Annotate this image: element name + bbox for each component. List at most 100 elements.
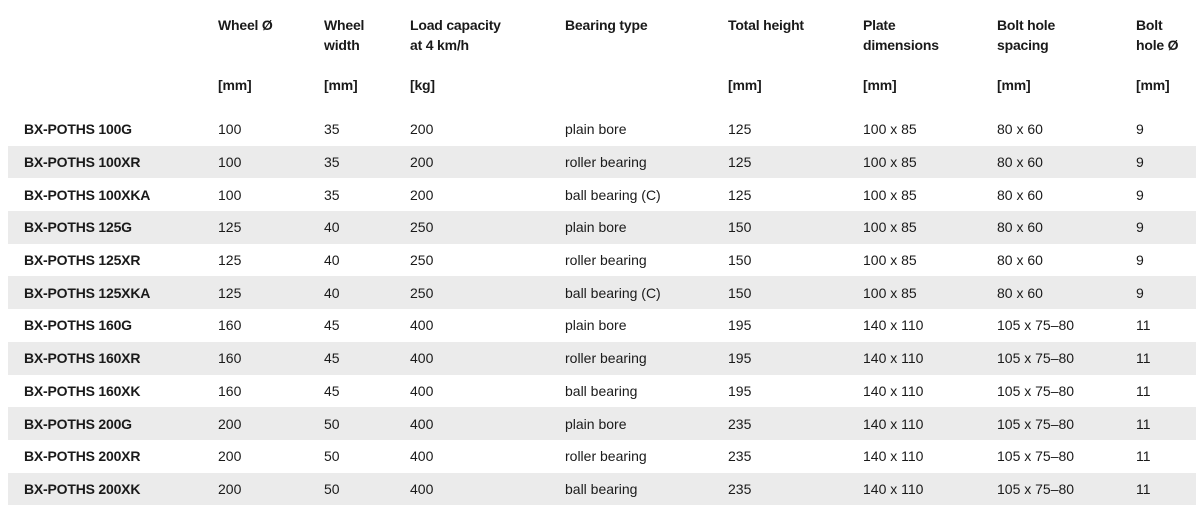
cell-bolt-hole-diameter: 9 bbox=[1136, 121, 1144, 138]
header-bearing-type: Bearing type bbox=[561, 0, 724, 113]
cell-load-capacity: 400 bbox=[406, 407, 561, 440]
cell-bearing-type: roller bearing bbox=[561, 145, 724, 179]
header-load-capacity: Load capacity at 4 km/h [kg] bbox=[406, 0, 561, 113]
cell-model: BX-POTHS 100XR bbox=[8, 145, 214, 179]
cell-load-capacity: 400 bbox=[410, 317, 434, 334]
cell-model: BX-POTHS 160G bbox=[24, 317, 132, 334]
header-bolt-hole-diameter-unit: [mm] bbox=[1136, 77, 1170, 93]
cell-load-capacity: 250 bbox=[406, 211, 561, 244]
header-wheel-width-unit: [mm] bbox=[324, 77, 358, 93]
cell-bolt-hole-spacing: 105 x 75–80 bbox=[993, 472, 1132, 505]
cell-bolt-hole-diameter: 11 bbox=[1136, 317, 1151, 334]
header-plate-dimensions-unit: [mm] bbox=[863, 77, 897, 93]
cell-bolt-hole-diameter: 11 bbox=[1132, 407, 1196, 440]
cell-total-height: 150 bbox=[724, 211, 859, 244]
header-load-capacity-unit: [kg] bbox=[410, 77, 435, 93]
cell-wheel-diameter: 125 bbox=[214, 211, 320, 244]
cell-bearing-type: ball bearing bbox=[561, 472, 724, 505]
cell-bolt-hole-spacing: 80 x 60 bbox=[993, 145, 1132, 179]
cell-model: BX-POTHS 100G bbox=[24, 121, 132, 138]
cell-bearing-type: ball bearing bbox=[565, 382, 638, 399]
header-model bbox=[8, 0, 214, 113]
header-bolt-hole-diameter: Bolt hole Ø [mm] bbox=[1132, 0, 1196, 113]
cell-model: BX-POTHS 200XR bbox=[24, 448, 141, 465]
cell-wheel-width: 50 bbox=[320, 407, 406, 440]
cell-bolt-hole-diameter: 11 bbox=[1136, 382, 1151, 399]
cell-wheel-width: 50 bbox=[324, 448, 340, 465]
cell-wheel-width: 35 bbox=[320, 145, 406, 179]
header-bolt-hole-diameter-title: Bolt hole Ø bbox=[1136, 17, 1179, 53]
cell-wheel-diameter: 200 bbox=[218, 448, 242, 465]
cell-wheel-diameter: 100 bbox=[214, 145, 320, 179]
cell-bearing-type: ball bearing (C) bbox=[561, 276, 724, 310]
cell-bolt-hole-diameter: 9 bbox=[1132, 211, 1196, 244]
header-load-capacity-title: Load capacity at 4 km/h bbox=[410, 17, 501, 53]
cell-model: BX-POTHS 160XK bbox=[24, 382, 141, 399]
cell-bearing-type: plain bore bbox=[565, 121, 627, 138]
cell-bolt-hole-spacing: 105 x 75–80 bbox=[993, 341, 1132, 375]
table-row: BX-POTHS 160G 160 45 400 plain bore 195 140 x … bbox=[8, 309, 1196, 342]
cell-wheel-diameter: 100 bbox=[218, 186, 242, 203]
cell-wheel-width: 50 bbox=[320, 472, 406, 505]
cell-wheel-diameter: 160 bbox=[214, 341, 320, 375]
cell-bearing-type: plain bore bbox=[561, 211, 724, 244]
header-bolt-hole-spacing: Bolt hole spacing [mm] bbox=[993, 0, 1132, 113]
cell-bearing-type: roller bearing bbox=[565, 448, 647, 465]
cell-wheel-width: 40 bbox=[324, 252, 340, 269]
cell-wheel-diameter: 160 bbox=[218, 317, 242, 334]
cell-wheel-width: 35 bbox=[324, 121, 340, 138]
header-total-height-unit: [mm] bbox=[728, 77, 762, 93]
cell-plate-dimensions: 100 x 85 bbox=[859, 276, 993, 310]
header-total-height-title: Total height bbox=[728, 17, 804, 33]
header-wheel-diameter-title: Wheel Ø bbox=[218, 17, 273, 33]
cell-plate-dimensions: 100 x 85 bbox=[859, 211, 993, 244]
cell-model: BX-POTHS 100XKA bbox=[24, 186, 151, 203]
cell-wheel-width: 45 bbox=[320, 341, 406, 375]
cell-total-height: 195 bbox=[728, 382, 752, 399]
table-row: BX-POTHS 200G 200 50 400 plain bore 235 140 x … bbox=[8, 407, 1196, 440]
cell-bolt-hole-spacing: 80 x 60 bbox=[993, 211, 1132, 244]
cell-load-capacity: 200 bbox=[410, 186, 434, 203]
cell-plate-dimensions: 140 x 110 bbox=[863, 448, 924, 465]
cell-total-height: 125 bbox=[724, 145, 859, 179]
cell-wheel-width: 45 bbox=[324, 317, 340, 334]
cell-model: BX-POTHS 125G bbox=[8, 211, 214, 244]
header-wheel-width: Wheel width [mm] bbox=[320, 0, 406, 113]
header-wheel-diameter: Wheel Ø [mm] bbox=[214, 0, 320, 113]
cell-wheel-width: 40 bbox=[320, 276, 406, 310]
cell-bolt-hole-spacing: 105 x 75–80 bbox=[993, 407, 1132, 440]
cell-bolt-hole-diameter: 9 bbox=[1136, 252, 1144, 269]
cell-load-capacity: 250 bbox=[406, 276, 561, 310]
cell-plate-dimensions: 140 x 110 bbox=[863, 382, 924, 399]
cell-plate-dimensions: 140 x 110 bbox=[859, 472, 993, 505]
cell-bolt-hole-spacing: 80 x 60 bbox=[993, 276, 1132, 310]
header-wheel-width-title: Wheel width bbox=[324, 17, 365, 53]
table-row: BX-POTHS 125XR 125 40 250 roller bearing 150 1… bbox=[8, 244, 1196, 277]
cell-plate-dimensions: 100 x 85 bbox=[863, 252, 917, 269]
cell-load-capacity: 400 bbox=[406, 472, 561, 505]
cell-bolt-hole-spacing: 105 x 75–80 bbox=[997, 317, 1075, 334]
cell-bearing-type: plain bore bbox=[561, 407, 724, 440]
cell-plate-dimensions: 140 x 110 bbox=[859, 407, 993, 440]
cell-bearing-type: ball bearing (C) bbox=[565, 186, 661, 203]
cell-bolt-hole-spacing: 80 x 60 bbox=[997, 121, 1043, 138]
header-wheel-diameter-unit: [mm] bbox=[218, 77, 252, 93]
cell-wheel-diameter: 200 bbox=[214, 407, 320, 440]
cell-total-height: 195 bbox=[728, 317, 752, 334]
cell-model: BX-POTHS 200G bbox=[8, 407, 214, 440]
table-row: BX-POTHS 100XR 100 35 200 roller bearing 125 1… bbox=[8, 145, 1196, 179]
cell-bolt-hole-spacing: 80 x 60 bbox=[997, 252, 1043, 269]
cell-model: BX-POTHS 200XK bbox=[8, 472, 214, 505]
header-plate-dimensions-title: Plate dimensions bbox=[863, 17, 939, 53]
cell-wheel-width: 35 bbox=[324, 186, 340, 203]
cell-total-height: 235 bbox=[728, 448, 752, 465]
header-bolt-hole-spacing-unit: [mm] bbox=[997, 77, 1031, 93]
header-plate-dimensions: Plate dimensions [mm] bbox=[859, 0, 993, 113]
cell-wheel-diameter: 160 bbox=[218, 382, 242, 399]
cell-bolt-hole-diameter: 11 bbox=[1132, 341, 1196, 375]
header-bolt-hole-spacing-title: Bolt hole spacing bbox=[997, 17, 1056, 53]
cell-load-capacity: 200 bbox=[406, 145, 561, 179]
cell-bolt-hole-diameter: 11 bbox=[1136, 448, 1151, 465]
cell-bolt-hole-spacing: 105 x 75–80 bbox=[997, 382, 1075, 399]
cell-bolt-hole-spacing: 80 x 60 bbox=[997, 186, 1043, 203]
